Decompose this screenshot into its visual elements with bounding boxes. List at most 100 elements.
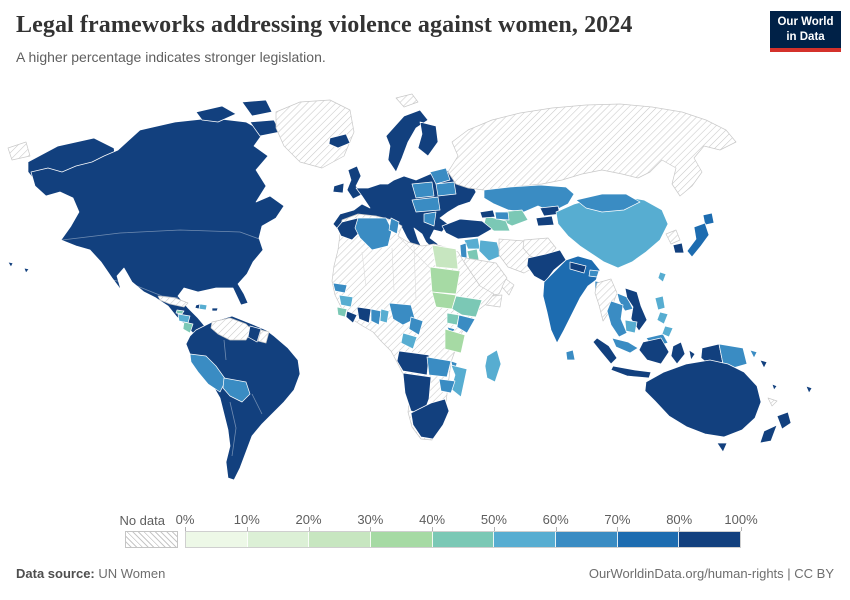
owid-logo[interactable]: Our World in Data <box>770 11 841 48</box>
region-serbia[interactable] <box>423 211 437 227</box>
region-algeria[interactable] <box>354 217 393 251</box>
region-baltics[interactable] <box>429 167 451 185</box>
legend-bin-60-70%[interactable] <box>556 532 618 547</box>
region-ireland[interactable] <box>332 182 345 194</box>
region-cambodia[interactable] <box>624 319 638 334</box>
region-iraq[interactable] <box>478 239 502 262</box>
region-gabon-congo[interactable] <box>400 332 418 350</box>
region-kenya[interactable] <box>456 314 476 334</box>
region-canada-arctic[interactable] <box>195 105 237 123</box>
legend-bin-50-60%[interactable] <box>494 532 557 547</box>
region-israel-lebanon[interactable] <box>459 242 468 259</box>
region-svalbard[interactable] <box>395 93 419 108</box>
region-south-sudan[interactable] <box>431 291 457 310</box>
region-new-zealand[interactable] <box>759 424 778 444</box>
footer-attribution-link[interactable]: OurWorldinData.org/human-rights | CC BY <box>588 566 834 581</box>
region-new-zealand[interactable] <box>776 411 792 430</box>
region-ivory-coast[interactable] <box>356 306 372 324</box>
region-sudan[interactable] <box>429 266 461 295</box>
legend-bin-0-10%[interactable] <box>186 532 248 547</box>
region-zimbabwe[interactable] <box>438 378 456 394</box>
region-peru[interactable] <box>189 353 227 393</box>
region-senegal[interactable] <box>332 282 348 294</box>
legend-bin-80-100%[interactable] <box>679 532 741 547</box>
region-greenland[interactable] <box>275 99 355 169</box>
region-sierra-leone[interactable] <box>336 306 348 318</box>
region-finland[interactable] <box>417 121 439 157</box>
region-indonesia[interactable] <box>638 337 670 365</box>
region-norway-sweden[interactable] <box>385 109 429 173</box>
region-australia[interactable] <box>644 359 762 438</box>
region-iceland[interactable] <box>328 133 351 149</box>
region-nepal[interactable] <box>569 261 587 274</box>
region-bhutan[interactable] <box>588 269 600 278</box>
region-hawaii[interactable] <box>7 261 14 268</box>
region-papua-new-guinea[interactable] <box>749 349 758 359</box>
region-egypt[interactable] <box>431 244 459 270</box>
region-russia[interactable] <box>447 103 737 197</box>
region-georgia[interactable] <box>479 209 496 219</box>
region-central-europe[interactable] <box>411 196 441 213</box>
legend-bin-10-20%[interactable] <box>247 532 310 547</box>
region-india[interactable] <box>542 255 601 344</box>
region-philippines[interactable] <box>661 325 674 338</box>
region-malaysia[interactable] <box>611 337 639 354</box>
region-philippines[interactable] <box>656 311 669 325</box>
region-jamaica[interactable] <box>175 309 185 315</box>
region-new-caledonia[interactable] <box>767 397 778 407</box>
legend-bin-20-30%[interactable] <box>309 532 372 547</box>
region-australia[interactable] <box>716 442 728 453</box>
region-laos[interactable] <box>616 292 634 312</box>
region-suriname[interactable] <box>257 329 270 344</box>
region-nicaragua[interactable] <box>182 321 194 334</box>
region-puerto-rico[interactable] <box>211 307 219 312</box>
region-nigeria[interactable] <box>388 302 416 326</box>
region-pakistan[interactable] <box>526 249 567 283</box>
region-madagascar[interactable] <box>484 349 502 383</box>
region-philippines[interactable] <box>654 295 666 311</box>
region-fiji[interactable] <box>805 385 813 394</box>
region-poland[interactable] <box>411 181 435 199</box>
region-liberia[interactable] <box>345 310 358 324</box>
region-cameroon[interactable] <box>408 316 424 336</box>
region-uganda[interactable] <box>446 312 460 326</box>
region-guinea[interactable] <box>338 294 354 308</box>
region-cuba[interactable] <box>157 295 189 308</box>
legend-no-data-swatch[interactable] <box>125 531 178 548</box>
region-canada-arctic[interactable] <box>241 99 273 117</box>
region-hawaii[interactable] <box>23 267 30 274</box>
region-bolivia[interactable] <box>222 377 251 403</box>
region-ethiopia[interactable] <box>451 295 483 318</box>
region-tajikistan[interactable] <box>535 215 555 227</box>
region-tunisia[interactable] <box>388 217 400 235</box>
legend-bin-30-40%[interactable] <box>371 532 433 547</box>
region-myanmar[interactable] <box>594 278 618 322</box>
region-thailand[interactable] <box>606 300 628 338</box>
region-indonesia[interactable] <box>610 365 652 379</box>
region-south-africa[interactable] <box>410 398 450 440</box>
region-ghana[interactable] <box>370 308 382 326</box>
region-sri-lanka[interactable] <box>565 349 576 361</box>
legend-bin-70-80%[interactable] <box>617 532 680 547</box>
region-zambia[interactable] <box>426 356 452 378</box>
region-papua-new-guinea[interactable] <box>718 343 748 369</box>
region-mongolia[interactable] <box>575 193 641 213</box>
region-north-korea[interactable] <box>665 229 681 245</box>
region-vietnam[interactable] <box>624 287 648 332</box>
region-turkey[interactable] <box>441 218 493 240</box>
region-kazakhstan[interactable] <box>483 184 575 213</box>
region-taiwan[interactable] <box>657 271 667 283</box>
region-south-korea[interactable] <box>672 242 685 254</box>
region-indonesia[interactable] <box>670 341 686 365</box>
legend-bin-40-50%[interactable] <box>432 532 495 547</box>
region-chukotka[interactable] <box>7 141 31 161</box>
region-indonesia[interactable] <box>592 337 618 365</box>
region-tanzania[interactable] <box>444 328 466 354</box>
region-venezuela[interactable] <box>210 317 253 341</box>
region-azerbaijan[interactable] <box>494 211 510 221</box>
region-guyana[interactable] <box>247 325 262 343</box>
region-togo-benin[interactable] <box>379 308 390 324</box>
region-indonesia[interactable] <box>688 349 696 361</box>
region-mozambique[interactable] <box>450 364 468 398</box>
region-angola[interactable] <box>396 350 430 376</box>
